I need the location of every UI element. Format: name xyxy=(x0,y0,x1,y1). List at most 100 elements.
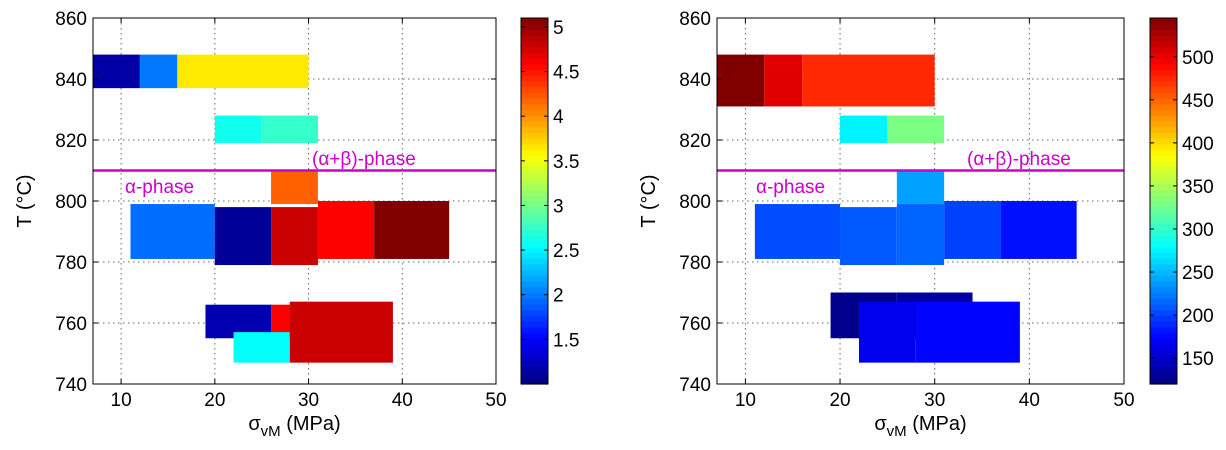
colorbar-swatch xyxy=(1150,86,1177,93)
colorbar-swatch xyxy=(1150,212,1177,219)
colorbar-swatch xyxy=(521,343,548,351)
colorbar-swatch xyxy=(521,58,548,65)
y-tick-label: 840 xyxy=(55,70,87,91)
x-tick-label: 10 xyxy=(735,390,756,411)
colorbar-swatch xyxy=(1150,298,1177,305)
colorbar-swatch xyxy=(521,338,548,345)
colorbar-swatch xyxy=(1150,63,1177,71)
colorbar-swatch xyxy=(1150,372,1177,379)
colorbar-swatch xyxy=(521,46,548,53)
colorbar-swatch xyxy=(521,246,548,254)
colorbar-swatch xyxy=(521,35,548,42)
colorbar-swatch xyxy=(1150,155,1177,162)
colorbar-swatch xyxy=(1150,332,1177,339)
colorbar-swatch xyxy=(521,195,548,202)
colorbar-swatch xyxy=(521,40,548,48)
colorbar-swatch xyxy=(521,315,548,322)
colorbar-swatch xyxy=(1150,206,1177,214)
y-tick-label: 800 xyxy=(679,192,711,213)
y-tick-label: 780 xyxy=(55,253,87,274)
heatmap-cell xyxy=(139,54,178,89)
x-tick-label: 10 xyxy=(111,390,132,411)
colorbar-swatch xyxy=(1150,52,1177,59)
y-tick-label: 760 xyxy=(679,314,711,335)
colorbar-tick-label: 400 xyxy=(1182,134,1214,155)
colorbar-swatch xyxy=(521,52,548,59)
x-tick-label: 30 xyxy=(298,390,319,411)
y-tick-label: 840 xyxy=(679,70,711,91)
colorbar-tick-label: 3.5 xyxy=(553,152,579,173)
colorbar-swatch xyxy=(1150,18,1177,25)
heatmap-cell xyxy=(271,170,318,205)
y-tick-label: 820 xyxy=(55,131,87,152)
colorbar-swatch xyxy=(521,263,548,271)
chart-panel-2: (α+β)-phase α-phase 10 20 30 40 50 740 760 780 800… xyxy=(638,9,1214,440)
heatmap-cell xyxy=(374,201,450,259)
colorbar-swatch xyxy=(521,206,548,214)
x-axis-label-symbol: σ xyxy=(874,413,887,435)
y-axis-label: T (°C) xyxy=(638,174,660,227)
x-axis-label-subscript: vM xyxy=(261,423,281,440)
colorbar-swatch xyxy=(521,212,548,219)
colorbar-swatch xyxy=(521,120,548,128)
x-tick-label: 20 xyxy=(204,390,225,411)
heatmap-cell xyxy=(840,115,888,144)
heatmap-cell xyxy=(93,54,140,89)
x-axis-label-symbol: σ xyxy=(248,413,261,435)
colorbar-swatch xyxy=(1150,92,1177,99)
colorbar-swatch xyxy=(1150,69,1177,76)
colorbar-swatch xyxy=(1150,326,1177,334)
colorbar-swatch xyxy=(1150,223,1177,231)
heatmap-cell xyxy=(317,201,375,259)
y-tick-label: 780 xyxy=(679,253,711,274)
colorbar-tick-label: 200 xyxy=(1182,306,1214,327)
colorbar-frame xyxy=(520,17,549,385)
colorbar-swatch xyxy=(1150,355,1177,362)
colorbar-frame xyxy=(1149,17,1178,385)
colorbar-swatch xyxy=(521,361,548,368)
heatmap-cell xyxy=(944,201,1001,259)
colorbar-swatch xyxy=(521,103,548,111)
x-tick-label: 50 xyxy=(1113,390,1134,411)
x-axis-label-subscript: vM xyxy=(887,423,907,440)
colorbar-swatch xyxy=(1150,80,1177,88)
x-axis-label-unit: (MPa) xyxy=(907,413,967,435)
colorbar-swatch xyxy=(521,126,548,133)
heatmap-cells xyxy=(717,54,1077,363)
x-tick-label: 40 xyxy=(392,390,413,411)
colorbar-swatch xyxy=(521,321,548,328)
colorbar-swatch xyxy=(521,86,548,93)
colorbar-swatch xyxy=(1150,126,1177,133)
colorbar-swatch xyxy=(1150,109,1177,116)
colorbar-swatch xyxy=(1150,138,1177,145)
colorbar-swatch xyxy=(1150,343,1177,351)
colorbar-swatch xyxy=(521,143,548,151)
colorbar-swatch xyxy=(521,69,548,76)
colorbar: 150 200 250 300 350 400 450 500 xyxy=(1149,17,1214,385)
colorbar-swatch xyxy=(1150,349,1177,357)
heatmap-cell xyxy=(858,301,916,363)
colorbar-swatch xyxy=(1150,23,1177,31)
x-tick-label: 40 xyxy=(1019,390,1040,411)
colorbar-swatch xyxy=(521,29,548,36)
heatmap-cell xyxy=(802,54,935,107)
colorbar-tick-label: 2.5 xyxy=(553,241,579,262)
colorbar-tick-label: 3 xyxy=(553,196,564,217)
phase-label-alpha-beta: (α+β)-phase xyxy=(967,149,1071,170)
colorbar-swatch xyxy=(1150,303,1177,311)
y-tick-label: 860 xyxy=(679,9,711,30)
colorbar-swatch xyxy=(521,366,548,374)
colorbar-swatch xyxy=(1150,35,1177,42)
colorbar-tick-label: 250 xyxy=(1182,263,1214,284)
colorbar-swatch xyxy=(1150,286,1177,294)
colorbar-swatch xyxy=(521,378,548,385)
colorbar-swatch xyxy=(1150,361,1177,368)
colorbar-swatch xyxy=(1150,201,1177,208)
colorbar-swatch xyxy=(1150,269,1177,276)
colorbar-tick-label: 500 xyxy=(1182,48,1214,69)
colorbar-tick-label: 4 xyxy=(553,107,564,128)
heatmap-cell xyxy=(764,54,803,107)
colorbar-swatch xyxy=(521,252,548,259)
colorbar-swatch xyxy=(1150,235,1177,242)
colorbar-tick-label: 2 xyxy=(553,286,564,307)
